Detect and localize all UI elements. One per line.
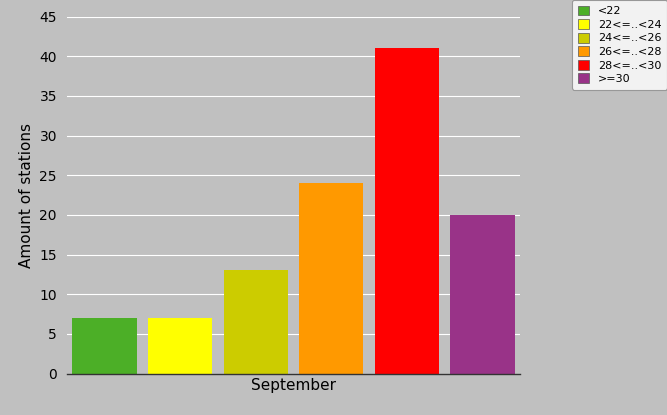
Bar bbox=[148, 318, 212, 374]
Legend: <22, 22<=..<24, 24<=..<26, 26<=..<28, 28<=..<30, >=30: <22, 22<=..<24, 24<=..<26, 26<=..<28, 28… bbox=[572, 0, 667, 90]
Bar bbox=[450, 215, 515, 374]
Y-axis label: Amount of stations: Amount of stations bbox=[19, 122, 34, 268]
Bar bbox=[223, 271, 288, 374]
Bar bbox=[299, 183, 364, 374]
Bar bbox=[72, 318, 137, 374]
Bar bbox=[375, 48, 439, 374]
